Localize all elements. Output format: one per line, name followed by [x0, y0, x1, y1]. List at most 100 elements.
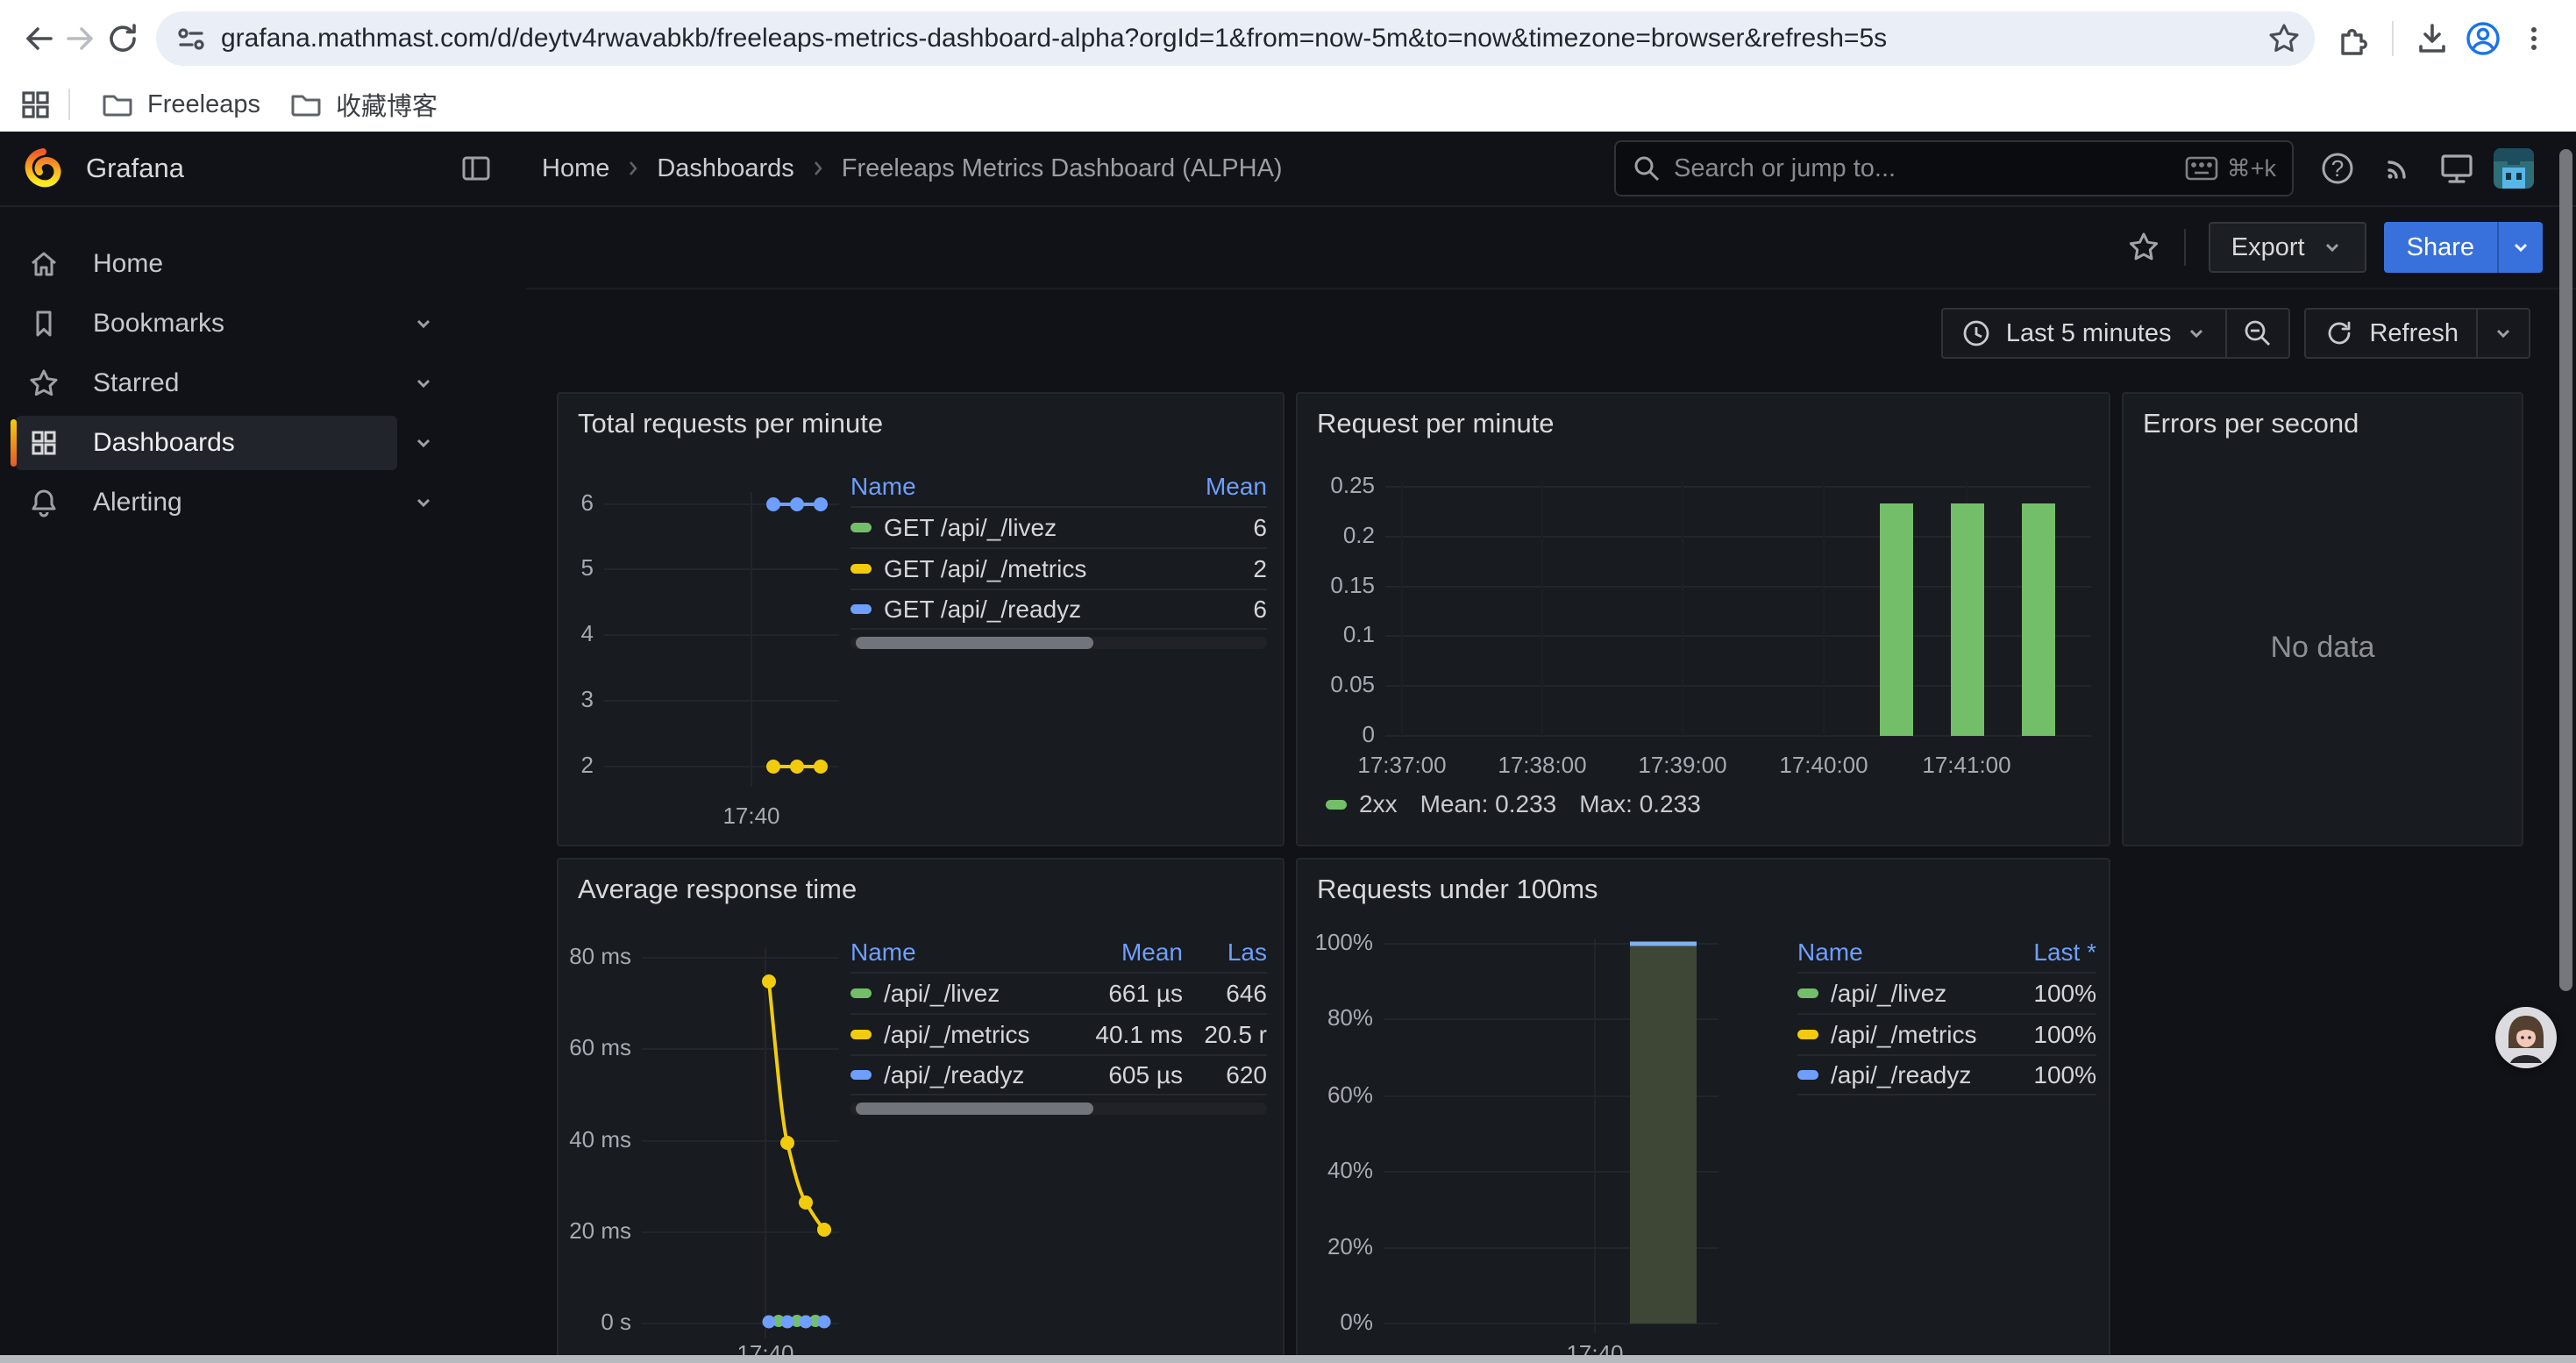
chevron-down-icon[interactable]: [412, 372, 435, 395]
share-menu-button[interactable]: [2497, 222, 2543, 273]
chevron-down-icon[interactable]: [412, 432, 435, 454]
series-mean: 605 µs: [1069, 1061, 1183, 1089]
help-icon[interactable]: ?: [2315, 146, 2360, 191]
legend-header-name[interactable]: Name: [1797, 938, 1991, 967]
legend-item[interactable]: 2xx: [1326, 790, 1398, 818]
browser-menu-icon[interactable]: [2513, 18, 2555, 60]
sidebar-item-starred[interactable]: Starred: [0, 354, 526, 412]
url-input[interactable]: [221, 24, 2266, 54]
legend-row[interactable]: /api/_/metrics 40.1 ms 20.5 r: [850, 1013, 1267, 1054]
extensions-icon[interactable]: [2332, 18, 2374, 60]
floating-assistant-avatar[interactable]: [2495, 1007, 2557, 1068]
export-label: Export: [2231, 233, 2305, 262]
series-mean: 661 µs: [1069, 980, 1183, 1008]
series-mean: 2: [1162, 555, 1267, 583]
legend-header-last[interactable]: Last *: [1991, 938, 2096, 967]
series-swatch: [850, 988, 872, 998]
series-name: /api/_/metrics: [884, 1021, 1030, 1049]
no-data-message: No data: [2124, 631, 2522, 665]
refresh-interval-button[interactable]: [2476, 310, 2529, 357]
panel-title[interactable]: Errors per second: [2124, 394, 2522, 453]
series-swatch: [1797, 1070, 1818, 1080]
page-scrollbar-vertical[interactable]: [2559, 139, 2572, 1349]
scrollbar-thumb[interactable]: [2559, 149, 2572, 991]
apps-grid-icon[interactable]: [14, 83, 56, 125]
chevron-down-icon: [2509, 236, 2532, 259]
scrollbar-thumb[interactable]: [856, 637, 1093, 649]
star-icon: [26, 366, 61, 401]
chevron-down-icon[interactable]: [412, 312, 435, 335]
legend-header-name[interactable]: Name: [850, 938, 1069, 967]
bookmarks-divider: [68, 89, 70, 120]
legend-row[interactable]: /api/_/readyz 100%: [1797, 1054, 2096, 1095]
series-last: 620: [1183, 1061, 1267, 1089]
active-indicator: [11, 419, 17, 467]
time-range-picker[interactable]: Last 5 minutes: [1943, 310, 2226, 357]
legend-row[interactable]: /api/_/livez 661 µs 646: [850, 972, 1267, 1013]
bookmark-label: 收藏博客: [336, 86, 438, 123]
legend-row[interactable]: GET /api/_/livez 6: [850, 506, 1267, 547]
favorite-star-icon[interactable]: [2126, 230, 2161, 265]
downloads-icon[interactable]: [2411, 18, 2453, 60]
search-box[interactable]: ⌘+k: [1614, 140, 2294, 196]
share-button-group: Share: [2384, 222, 2543, 273]
forward-icon[interactable]: [60, 18, 102, 60]
reload-icon[interactable]: [102, 18, 144, 60]
sidebar-item-label: Alerting: [93, 488, 182, 517]
legend-row[interactable]: /api/_/readyz 605 µs 620: [850, 1054, 1267, 1095]
site-settings-icon[interactable]: [174, 21, 209, 56]
series-mean: 6: [1162, 514, 1267, 542]
sidebar-toggle-icon[interactable]: [458, 150, 495, 187]
sidebar-item-dashboards[interactable]: Dashboards: [0, 414, 526, 472]
refresh-group: Refresh: [2304, 308, 2530, 359]
svg-text:0.25: 0.25: [1330, 472, 1375, 498]
search-input[interactable]: [1674, 154, 2185, 183]
dashboard-controls: Export Share: [526, 207, 2576, 289]
page-scrollbar-horizontal[interactable]: [0, 1355, 2576, 1363]
folder-icon: [100, 87, 135, 122]
legend-header-name[interactable]: Name: [850, 473, 1162, 501]
bookmark-folder-freeleaps[interactable]: Freeleaps: [86, 80, 274, 129]
legend-row[interactable]: GET /api/_/readyz 6: [850, 589, 1267, 630]
svg-text:60%: 60%: [1327, 1081, 1373, 1108]
sidebar-item-bookmarks[interactable]: Bookmarks: [0, 295, 526, 353]
breadcrumb-dashboards[interactable]: Dashboards: [657, 154, 793, 183]
series-name: GET /api/_/livez: [884, 514, 1057, 542]
legend-row[interactable]: GET /api/_/metrics 2: [850, 547, 1267, 589]
back-icon[interactable]: [18, 18, 60, 60]
series-name: /api/_/metrics: [1831, 1021, 1977, 1049]
display-icon[interactable]: [2434, 146, 2480, 191]
svg-text:0 s: 0 s: [601, 1309, 631, 1335]
svg-text:40%: 40%: [1327, 1157, 1373, 1183]
grafana-logo[interactable]: [23, 146, 63, 190]
chevron-down-icon[interactable]: [412, 491, 435, 514]
bookmark-star-icon[interactable]: [2266, 20, 2302, 57]
share-button[interactable]: Share: [2384, 222, 2497, 273]
export-button[interactable]: Export: [2209, 222, 2366, 273]
refresh-button[interactable]: Refresh: [2306, 310, 2476, 357]
address-bar[interactable]: [156, 11, 2315, 66]
series-mean: 40.1 ms: [1069, 1021, 1183, 1049]
breadcrumb-home[interactable]: Home: [542, 154, 609, 183]
legend-header-mean[interactable]: Mean: [1069, 938, 1183, 967]
profile-icon[interactable]: [2462, 18, 2504, 60]
bookmark-folder-blogs[interactable]: 收藏博客: [274, 79, 452, 130]
legend-header-mean[interactable]: Mean: [1162, 473, 1267, 501]
legend-header-last[interactable]: Las: [1183, 938, 1267, 967]
series-last: 100%: [1991, 1021, 2096, 1049]
zoom-out-button[interactable]: [2225, 310, 2288, 357]
bookmark-label: Freeleaps: [147, 90, 260, 119]
legend-scrollbar[interactable]: [850, 1103, 1267, 1115]
breadcrumb: Home Dashboards Freeleaps Metrics Dashbo…: [542, 154, 1283, 183]
time-range-group: Last 5 minutes: [1941, 308, 2291, 359]
legend-row[interactable]: /api/_/livez 100%: [1797, 972, 2096, 1013]
news-rss-icon[interactable]: [2374, 146, 2420, 191]
legend-scrollbar[interactable]: [850, 637, 1267, 649]
legend-max: Max: 0.233: [1579, 790, 1701, 818]
sidebar-item-alerting[interactable]: Alerting: [0, 474, 526, 532]
legend-row[interactable]: /api/_/metrics 100%: [1797, 1013, 2096, 1054]
scrollbar-thumb[interactable]: [856, 1103, 1093, 1115]
zoom-out-icon: [2241, 317, 2274, 350]
sidebar-item-home[interactable]: Home: [0, 235, 526, 293]
user-avatar[interactable]: [2494, 148, 2534, 189]
